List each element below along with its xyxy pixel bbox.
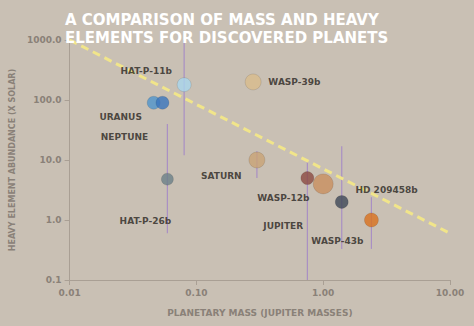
svg-text:HEAVY ELEMENT ABUNDANCE (X SOL: HEAVY ELEMENT ABUNDANCE (X SOLAR) <box>8 69 17 251</box>
svg-text:WASP-12b: WASP-12b <box>257 193 310 203</box>
svg-text:1000.0: 1000.0 <box>27 35 62 45</box>
svg-text:SATURN: SATURN <box>201 171 242 181</box>
svg-text:URANUS: URANUS <box>99 112 142 122</box>
svg-text:100.0: 100.0 <box>33 95 61 105</box>
svg-text:NEPTUNE: NEPTUNE <box>101 132 148 142</box>
svg-text:WASP-39b: WASP-39b <box>268 77 321 87</box>
svg-text:0.01: 0.01 <box>59 288 81 298</box>
svg-text:HAT-P-11b: HAT-P-11b <box>120 66 172 76</box>
svg-text:PLANETARY MASS (JUPITER MASSES: PLANETARY MASS (JUPITER MASSES) <box>167 308 352 318</box>
svg-text:HAT-P-26b: HAT-P-26b <box>120 216 172 226</box>
svg-text:WASP-43b: WASP-43b <box>311 236 364 246</box>
svg-text:JUPITER: JUPITER <box>262 221 303 231</box>
svg-text:10.00: 10.00 <box>436 288 464 298</box>
svg-text:1.0: 1.0 <box>46 215 62 225</box>
svg-text:10.0: 10.0 <box>39 155 61 165</box>
svg-text:1.00: 1.00 <box>312 288 334 298</box>
svg-text:0.10: 0.10 <box>185 288 207 298</box>
svg-text:ELEMENTS FOR DISCOVERED PLANET: ELEMENTS FOR DISCOVERED PLANETS <box>65 29 388 47</box>
svg-text:A COMPARISON OF MASS AND HEAVY: A COMPARISON OF MASS AND HEAVY <box>65 11 380 29</box>
svg-text:HD 209458b: HD 209458b <box>355 185 418 195</box>
svg-text:0.1: 0.1 <box>46 275 62 285</box>
